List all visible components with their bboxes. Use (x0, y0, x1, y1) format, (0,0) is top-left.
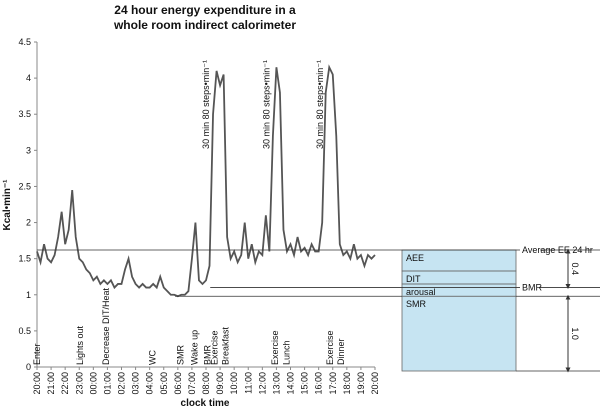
annotation: Lunch (281, 340, 291, 365)
peak-label: 30 min 80 steps•min⁻¹ (315, 60, 325, 149)
chart-title: 24 hour energy expenditure in a (114, 3, 296, 17)
x-tick-label: 00:00 (88, 372, 98, 395)
y-tick-label: 0 (26, 362, 31, 372)
reference-label: Average EE 24 hr (522, 245, 593, 255)
y-tick-label: 2.5 (18, 181, 31, 191)
bracket-label: 1.0 (570, 327, 580, 340)
component-label: SMR (406, 299, 427, 309)
x-tick-label: 01:00 (102, 372, 112, 395)
x-tick-label: 04:00 (145, 372, 155, 395)
y-tick-label: 1 (26, 290, 31, 300)
x-tick-label: 11:00 (243, 372, 253, 394)
annotation: Exercise (325, 330, 335, 365)
x-tick-label: 09:00 (215, 372, 225, 395)
annotation: Enter (32, 343, 42, 365)
x-tick-label: 22:00 (60, 372, 70, 395)
y-tick-label: 2 (26, 218, 31, 228)
peak-label: 30 min 80 steps•min⁻¹ (201, 60, 211, 149)
x-tick-label: 16:00 (314, 372, 324, 395)
annotation: Exercise (270, 330, 280, 365)
component-label: DIT (406, 274, 421, 284)
x-tick-label: 02:00 (117, 372, 127, 395)
x-tick-label: 23:00 (74, 372, 84, 395)
x-tick-label: 03:00 (131, 372, 141, 395)
component-label: AEE (406, 253, 424, 263)
x-tick-label: 08:00 (201, 372, 211, 395)
x-tick-label: 15:00 (300, 372, 310, 395)
y-tick-label: 0.5 (18, 326, 31, 336)
annotation: Decrease DIT/Heat (101, 287, 111, 365)
y-axis-label: Kcal•min⁻¹ (2, 179, 13, 231)
x-axis-label: clock time (181, 398, 230, 409)
x-tick-label: 12:00 (257, 372, 267, 395)
reference-label: BMR (522, 283, 543, 293)
component-label: arousal (406, 287, 436, 297)
annotation: BMR (202, 345, 212, 366)
x-tick-label: 17:00 (328, 372, 338, 395)
x-tick-label: 18:00 (342, 372, 352, 395)
annotation: Wake up (190, 330, 200, 365)
annotation: Lights out (75, 325, 85, 365)
x-tick-label: 21:00 (46, 372, 56, 395)
peak-label: 30 min 80 steps•min⁻¹ (262, 60, 272, 149)
y-tick-label: 3.5 (18, 109, 31, 119)
annotation: Exercise (209, 330, 219, 365)
x-tick-label: 10:00 (229, 372, 239, 395)
x-tick-label: 20:00 (32, 372, 42, 395)
component-segment (401, 295, 517, 372)
y-tick-label: 4.5 (18, 37, 31, 47)
annotation: SMR (176, 345, 186, 366)
line (36, 64, 376, 298)
x-tick-label: 06:00 (173, 372, 183, 395)
x-tick-label: 19:00 (356, 372, 366, 395)
x-tick-label: 05:00 (159, 372, 169, 395)
y-tick-label: 3 (26, 145, 31, 155)
x-tick-label: 13:00 (271, 372, 281, 395)
x-tick-label: 07:00 (187, 372, 197, 395)
y-tick-label: 4 (26, 73, 31, 83)
annotation: Breakfast (221, 326, 231, 365)
x-tick-label: 20:00 (370, 372, 380, 395)
annotation: WC (147, 350, 157, 365)
chart-title: whole room indirect calorimeter (113, 18, 296, 32)
bracket-label: 0.4 (570, 263, 580, 276)
x-tick-label: 14:00 (286, 372, 296, 395)
y-tick-label: 1.5 (18, 254, 31, 264)
annotation: Dinner (336, 338, 346, 365)
